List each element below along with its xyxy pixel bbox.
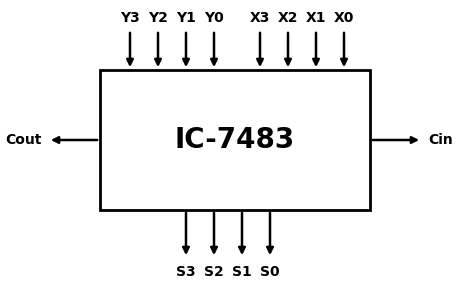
Text: X0: X0 [334, 11, 354, 25]
Text: IC-7483: IC-7483 [175, 126, 295, 154]
Text: X1: X1 [306, 11, 326, 25]
Text: S3: S3 [176, 265, 196, 279]
Text: S1: S1 [232, 265, 252, 279]
Text: X3: X3 [250, 11, 270, 25]
Text: Cin: Cin [428, 133, 453, 147]
Text: S2: S2 [204, 265, 224, 279]
Text: Cout: Cout [6, 133, 42, 147]
Bar [100, 70, 370, 210]
Text: S0: S0 [260, 265, 280, 279]
Text: X2: X2 [278, 11, 298, 25]
Text: Y3: Y3 [120, 11, 140, 25]
Text: Y2: Y2 [148, 11, 168, 25]
Text: Y1: Y1 [176, 11, 196, 25]
Text: Y0: Y0 [204, 11, 224, 25]
